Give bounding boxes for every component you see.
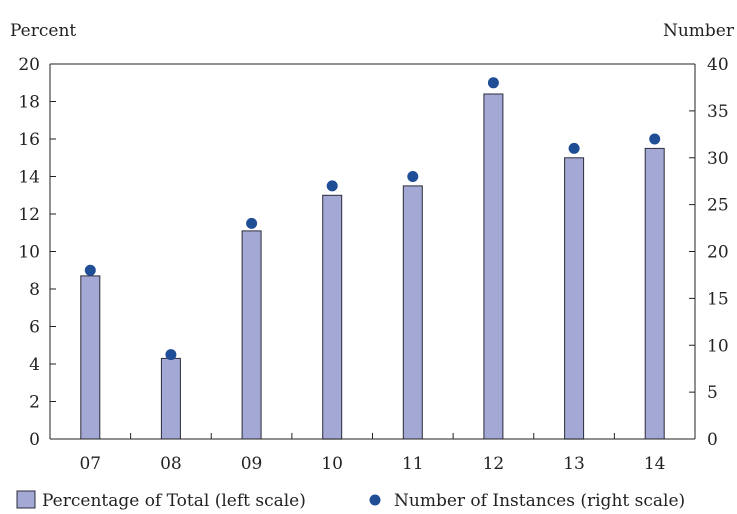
axes-layer xyxy=(49,63,696,440)
right-axis-unit: Number xyxy=(663,21,735,41)
x-tick-label: 07 xyxy=(79,454,101,474)
left-axis-unit: Percent xyxy=(10,21,76,41)
legend: Percentage of Total (left scale) Number … xyxy=(16,490,685,511)
left-tick-label: 0 xyxy=(29,430,40,450)
point-10 xyxy=(326,180,338,192)
right-tick-label: 5 xyxy=(707,383,718,403)
x-tick-label: 08 xyxy=(160,454,182,474)
right-tick-label: 0 xyxy=(707,430,718,450)
legend-label-point: Number of Instances (right scale) xyxy=(394,491,685,511)
left-tick-label: 8 xyxy=(29,280,40,300)
left-tick-label: 18 xyxy=(18,93,40,113)
left-tick-label: 2 xyxy=(29,393,40,413)
bar-11 xyxy=(402,185,423,440)
point-14 xyxy=(649,133,661,145)
right-tick-label: 10 xyxy=(707,336,729,356)
bar-07 xyxy=(80,275,101,440)
left-tick-label: 14 xyxy=(18,168,40,188)
legend-swatch-bar xyxy=(16,490,36,509)
bar-10 xyxy=(322,194,343,440)
right-tick-label: 35 xyxy=(707,102,729,122)
right-tick-label: 30 xyxy=(707,149,729,169)
x-tick-label: 13 xyxy=(563,454,585,474)
point-11 xyxy=(407,171,419,182)
point-09 xyxy=(246,217,258,229)
point-13 xyxy=(568,142,580,154)
left-tick-label: 10 xyxy=(18,243,40,263)
bar-12 xyxy=(483,93,504,440)
point-08 xyxy=(165,349,177,361)
ticks-layer: 0 2 4 6 8 10 12 14 16 18 20 0 5 10 15 20 25 30 35 40 07 08 09 1… xyxy=(18,55,728,474)
bar-08 xyxy=(160,357,181,440)
x-tick-label: 10 xyxy=(321,454,343,474)
bar-09 xyxy=(241,230,262,440)
point-07 xyxy=(84,264,96,276)
x-tick-label: 14 xyxy=(644,454,666,474)
points-layer xyxy=(84,77,661,361)
right-tick-label: 25 xyxy=(707,196,729,216)
right-tick-label: 20 xyxy=(707,243,729,263)
x-tick-label: 11 xyxy=(402,454,424,474)
right-tick-label: 40 xyxy=(707,55,729,75)
left-tick-label: 16 xyxy=(18,130,40,150)
x-tick-label: 09 xyxy=(241,454,263,474)
left-tick-label: 20 xyxy=(18,55,40,75)
left-tick-label: 6 xyxy=(29,318,40,338)
legend-label-bar: Percentage of Total (left scale) xyxy=(42,491,306,511)
bar-14 xyxy=(644,147,665,440)
bar-13 xyxy=(564,157,585,440)
bars-layer xyxy=(80,93,665,440)
left-tick-label: 12 xyxy=(18,205,40,225)
x-tick-label: 12 xyxy=(483,454,505,474)
point-12 xyxy=(487,77,499,89)
left-tick-label: 4 xyxy=(29,355,40,375)
right-tick-label: 15 xyxy=(707,289,729,309)
legend-swatch-point xyxy=(369,494,381,506)
